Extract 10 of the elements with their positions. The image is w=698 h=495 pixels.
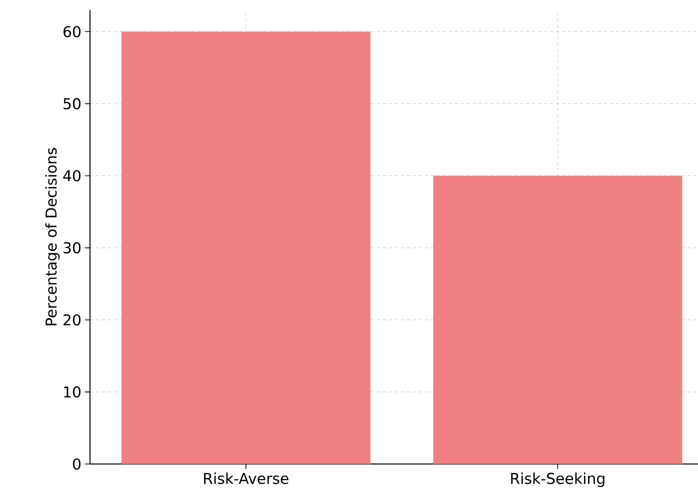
x-tick-label: Risk-Seeking	[511, 472, 604, 487]
y-tick-label: 30	[64, 242, 80, 254]
y-tick-label: 0	[72, 458, 80, 470]
y-tick-label: 20	[64, 314, 80, 326]
x-tick-label: Risk-Averse	[204, 472, 288, 484]
y-tick-label: 40	[63, 170, 80, 182]
y-tick-label: 60	[64, 26, 80, 38]
y-axis-title: Percentage of Decisions	[45, 148, 60, 326]
y-tick-label: 50	[64, 98, 80, 110]
y-tick-label: 10	[64, 386, 80, 398]
